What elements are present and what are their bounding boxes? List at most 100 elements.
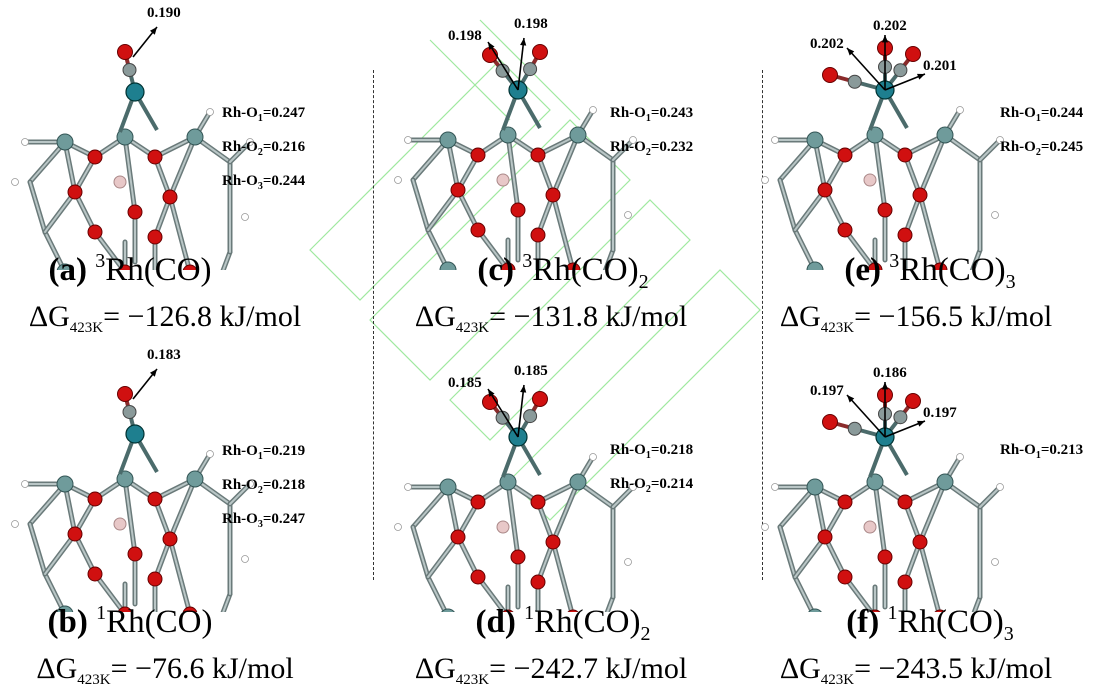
spin-multiplicity: 3 [522, 250, 533, 272]
panel-letter: (f) [846, 604, 880, 640]
delta-g-symbol: ΔG [28, 300, 70, 333]
formula-subscript: 3 [1003, 623, 1014, 645]
carbon-atom [122, 63, 137, 77]
displacement-arrows-c: 0.198 0.198 [448, 16, 548, 91]
delta-g-value: = −156.5 kJ/mol [854, 300, 1053, 333]
caption-title: (b) 1Rh(CO) [0, 602, 315, 641]
delta-g-temperature: 423K [77, 672, 111, 688]
displacement-label: 0.185 [514, 363, 548, 379]
carbon-atom [847, 421, 862, 436]
formula-subscript: 2 [640, 623, 651, 645]
delta-g-symbol: ΔG [414, 300, 456, 333]
cage-d [394, 453, 637, 612]
panel-f: 0.197 0.186 0.197 Rh-O1=0.213 (f) 1Rh(CO)3 ΔG… [745, 342, 1111, 688]
displacement-label: 0.198 [448, 28, 482, 44]
displacement-arrows-a: 0.190 [132, 5, 181, 58]
delta-g-value: = −131.8 kJ/mol [489, 300, 688, 333]
panel-d: 0.185 0.185 Rh-O1=0.218 Rh-O2=0.214 (d) 1Rh(… [378, 342, 748, 688]
formula: Rh(CO) [105, 252, 212, 288]
bond-length-label: Rh-O1=0.219 [222, 443, 305, 462]
delta-g-value: = −243.5 kJ/mol [854, 652, 1053, 685]
bond-length-label: Rh-O2=0.218 [222, 477, 305, 496]
bond-length-label: Rh-O2=0.232 [610, 139, 693, 158]
panel-letter: (c) [477, 252, 515, 288]
delta-g-line: ΔG423K= −242.7 kJ/mol [366, 652, 736, 689]
displacement-label: 0.202 [810, 36, 844, 52]
oxygen-atom [905, 393, 921, 409]
oxygen-atom [822, 414, 838, 430]
panel-c: 0.198 0.198 Rh-O1=0.243 Rh-O2=0.232 (c) 3Rh(… [378, 0, 748, 342]
bond-length-label: Rh-O3=0.247 [222, 511, 306, 530]
delta-g-temperature: 423K [455, 320, 490, 336]
delta-g-symbol: ΔG [36, 652, 78, 685]
spin-multiplicity: 1 [887, 602, 898, 624]
spin-multiplicity: 3 [95, 250, 106, 272]
panel-a: 0.190 Rh-O1=0.247 Rh-O2=0.216 Rh-O3=0.244 (a… [0, 0, 370, 342]
caption-title: (c) 3Rh(CO)2 [378, 250, 748, 292]
rh-carbonyl-e [822, 40, 921, 131]
molecule-structure-c: 0.198 0.198 Rh-O1=0.243 Rh-O2=0.232 [394, 16, 693, 270]
bond-length-label: Rh-O2=0.216 [222, 139, 306, 158]
delta-g-symbol: ΔG [779, 652, 821, 685]
rh-carbonyl-d [482, 391, 548, 478]
formula: Rh(CO) [106, 604, 213, 640]
molecule-structure-a: 0.190 Rh-O1=0.247 Rh-O2=0.216 Rh-O3=0.244 [11, 5, 306, 270]
delta-g-line: ΔG423K= −126.8 kJ/mol [0, 300, 350, 337]
displacement-arrows-e: 0.202 0.202 0.201 [810, 18, 957, 91]
formula-subscript: 3 [1005, 271, 1016, 293]
formula: Rh(CO) [532, 252, 639, 288]
cage-f [761, 453, 1004, 612]
molecule-structure-b: 0.183 Rh-O1=0.219 Rh-O2=0.218 Rh-O3=0.247 [11, 347, 306, 612]
cage-b [11, 450, 254, 612]
displacement-label: 0.202 [873, 18, 907, 34]
molecule-structure-d: 0.185 0.185 Rh-O1=0.218 Rh-O2=0.214 [394, 363, 694, 612]
bond-length-label: Rh-O1=0.218 [610, 442, 693, 461]
displacement-label: 0.183 [147, 347, 181, 363]
displacement-arrows-d: 0.185 0.185 [448, 363, 548, 438]
displacement-arrows-f: 0.197 0.186 0.197 [810, 365, 957, 438]
bond-length-label: Rh-O3=0.244 [222, 173, 306, 192]
carbon-atom [893, 410, 908, 425]
oxygen-atom [532, 44, 548, 60]
delta-g-temperature: 423K [455, 672, 490, 688]
oxygen-atom [822, 67, 838, 83]
caption-title: (d) 1Rh(CO)2 [378, 602, 748, 644]
panel-letter: (d) [475, 604, 516, 640]
displacement-label: 0.190 [147, 5, 181, 21]
panel-letter: (a) [48, 252, 87, 288]
rh-carbonyl-b [117, 386, 159, 475]
rh-carbonyl-c [482, 44, 548, 131]
rhodium-atom [125, 82, 145, 102]
oxygen-atom [117, 386, 133, 402]
oxygen-atom [905, 46, 921, 62]
formula: Rh(CO) [899, 252, 1006, 288]
displacement-label: 0.186 [873, 365, 907, 381]
cage-a [11, 108, 254, 270]
panel-b: 0.183 Rh-O1=0.219 Rh-O2=0.218 Rh-O3=0.247 (b… [0, 342, 370, 688]
panel-e: 0.202 0.202 0.201 Rh-O1=0.244 Rh-O2=0.245 (e)… [745, 0, 1111, 342]
cage-e [761, 106, 1004, 270]
formula-subscript: 2 [638, 271, 649, 293]
bond-length-label: Rh-O1=0.243 [610, 105, 693, 124]
delta-g-symbol: ΔG [414, 652, 456, 685]
displacement-label: 0.197 [810, 383, 844, 399]
panel-letter: (e) [844, 252, 882, 288]
caption-title: (a) 3Rh(CO) [0, 250, 315, 289]
delta-g-symbol: ΔG [779, 300, 821, 333]
delta-g-value: = −242.7 kJ/mol [489, 652, 688, 685]
delta-g-line: ΔG423K= −76.6 kJ/mol [0, 652, 350, 689]
delta-g-temperature: 423K [820, 672, 855, 688]
delta-g-line: ΔG423K= −131.8 kJ/mol [366, 300, 736, 337]
spin-multiplicity: 3 [889, 250, 900, 272]
carbon-atom [523, 62, 538, 77]
delta-g-value: = −126.8 kJ/mol [103, 300, 302, 333]
spin-multiplicity: 1 [96, 602, 107, 624]
delta-g-line: ΔG423K= −243.5 kJ/mol [731, 652, 1101, 689]
cage-c [394, 106, 637, 270]
carbon-atom [122, 405, 137, 419]
rhodium-atom [125, 424, 145, 444]
panel-letter: (b) [47, 604, 88, 640]
bond-length-label: Rh-O2=0.245 [1000, 139, 1083, 158]
spin-multiplicity: 1 [524, 602, 535, 624]
caption-title: (e) 3Rh(CO)3 [745, 250, 1111, 292]
